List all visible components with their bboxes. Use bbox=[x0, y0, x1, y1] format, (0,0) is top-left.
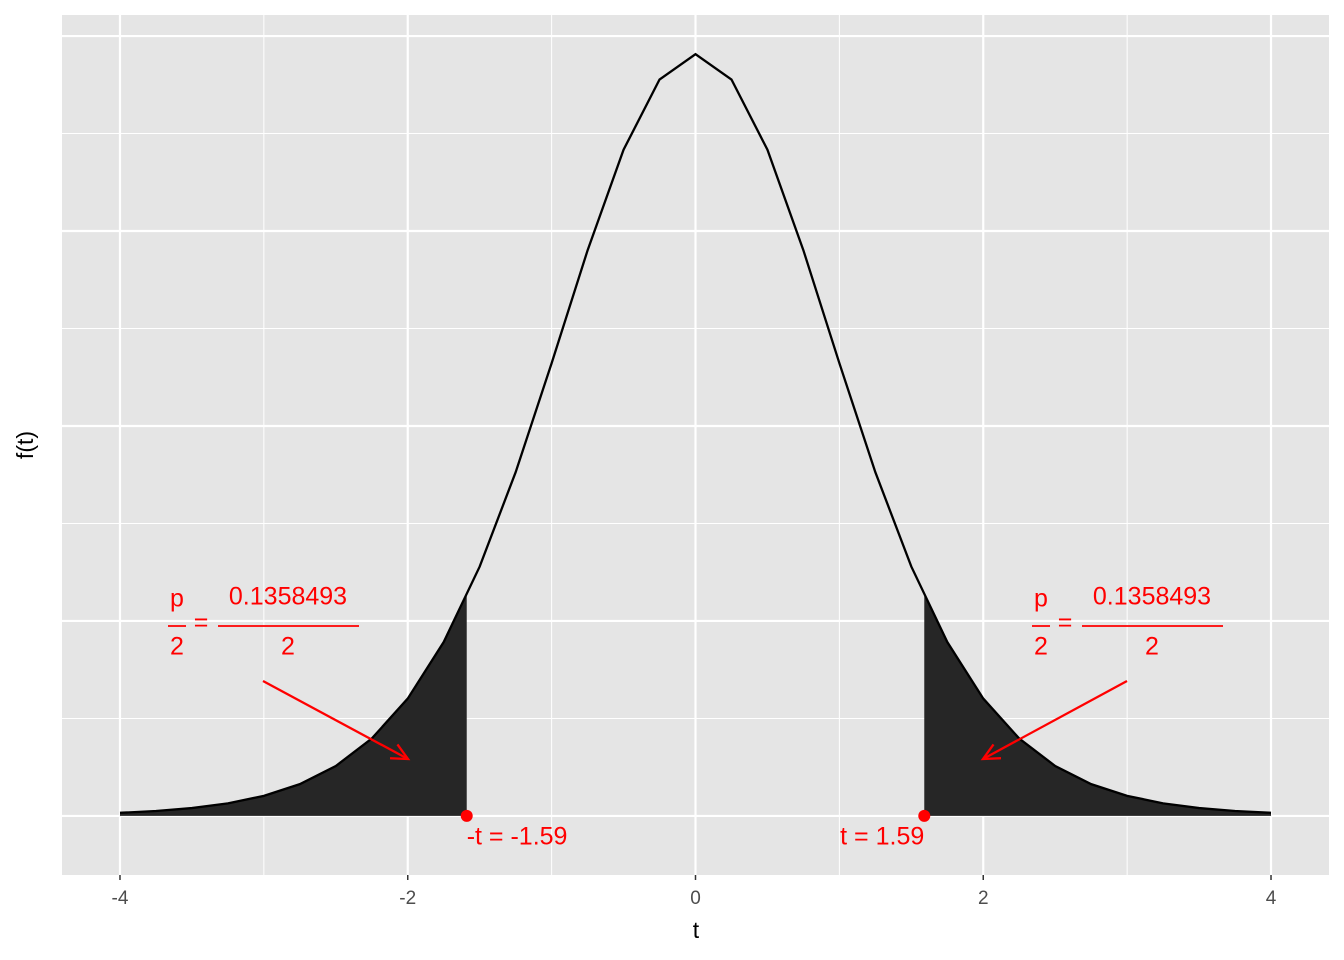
x-axis-title: t bbox=[693, 917, 700, 943]
critical-point bbox=[918, 809, 931, 822]
arrow-head bbox=[389, 743, 411, 761]
x-tick-label: -4 bbox=[112, 888, 129, 909]
critical-point-label: -t = -1.59 bbox=[467, 823, 568, 851]
annotation-numerator: p bbox=[170, 585, 184, 613]
annotation-equals: = bbox=[1058, 609, 1073, 637]
x-tick-label: 0 bbox=[690, 888, 701, 909]
annotation-value-denominator: 2 bbox=[281, 633, 295, 661]
density-line bbox=[119, 52, 1272, 814]
annotation-arrow bbox=[262, 679, 409, 761]
annotation-numerator: p bbox=[1034, 585, 1048, 613]
annotation-value: 0.1358493 bbox=[229, 583, 347, 611]
critical-point bbox=[460, 809, 473, 822]
x-tick-label: 4 bbox=[1266, 888, 1277, 909]
annotation-equals: = bbox=[194, 609, 209, 637]
annotation-value: 0.1358493 bbox=[1093, 583, 1211, 611]
x-tick-label: 2 bbox=[978, 888, 989, 909]
annotation-denominator: 2 bbox=[170, 633, 184, 661]
annotation-denominator: 2 bbox=[1034, 633, 1048, 661]
x-tick-label: -2 bbox=[399, 888, 416, 909]
critical-point-label: t = 1.59 bbox=[840, 823, 924, 851]
annotation-arrow bbox=[982, 679, 1128, 761]
annotation-value-denominator: 2 bbox=[1145, 633, 1159, 661]
y-axis-title: f(t) bbox=[12, 431, 38, 459]
arrow-head bbox=[980, 743, 1002, 761]
